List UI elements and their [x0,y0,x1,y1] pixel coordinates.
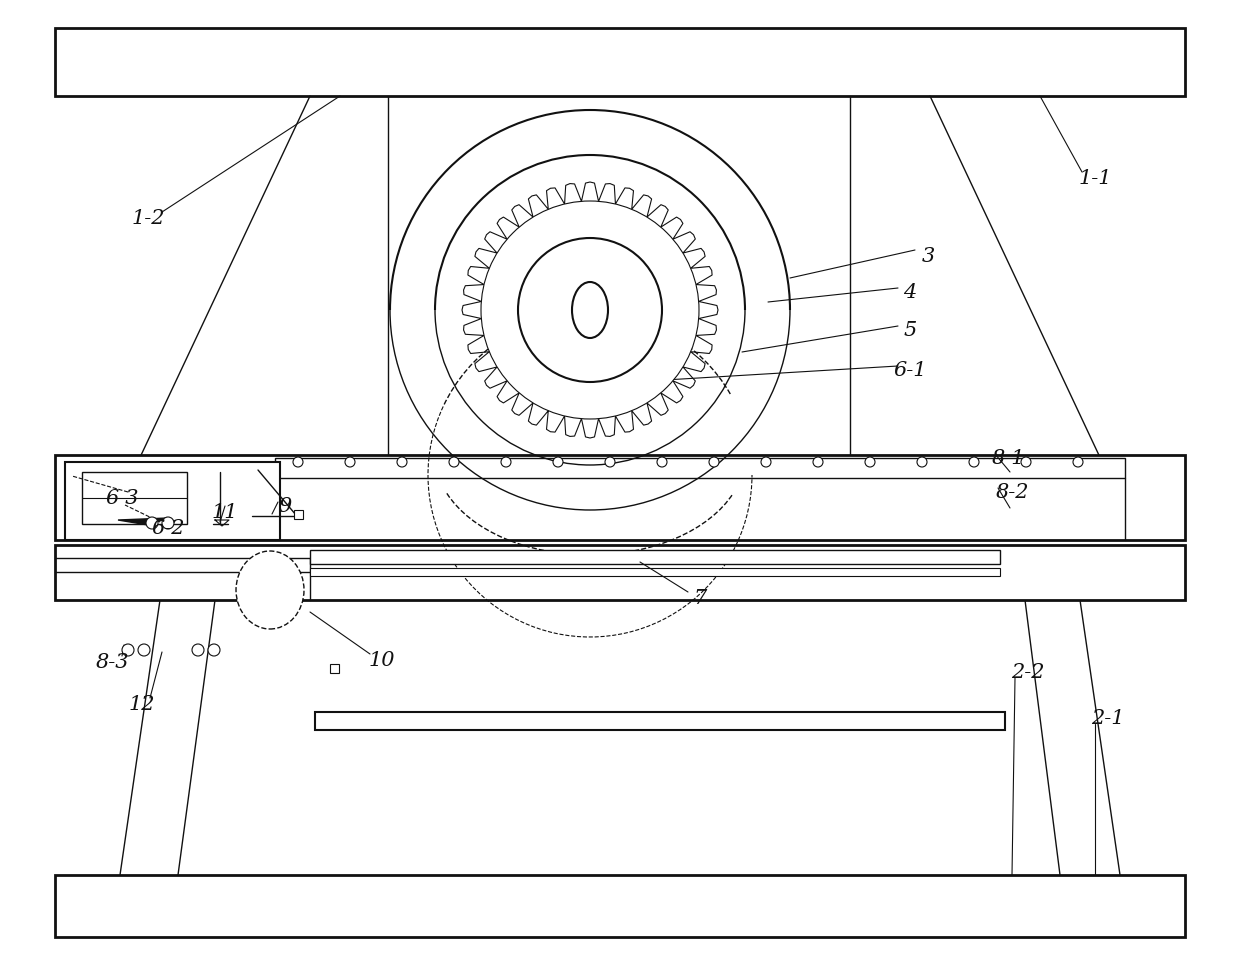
Circle shape [208,644,221,656]
Circle shape [761,457,771,467]
Bar [64,462,280,540]
Circle shape [657,457,667,467]
Bar [310,568,1000,576]
Circle shape [344,457,356,467]
Circle shape [518,238,662,382]
Bar [294,510,304,519]
Bar [55,455,1184,540]
Text: 8-3: 8-3 [95,652,129,671]
Bar [55,545,1184,600]
Circle shape [865,457,875,467]
Text: 7: 7 [694,588,706,608]
Bar [82,472,187,524]
Text: 9: 9 [279,497,291,516]
Circle shape [481,201,699,419]
Text: 4: 4 [903,282,917,301]
Bar [55,28,1184,96]
Circle shape [121,644,134,656]
Circle shape [1021,457,1031,467]
Circle shape [969,457,979,467]
Text: 10: 10 [369,650,395,669]
Text: 5: 5 [903,321,917,339]
Circle shape [146,517,159,529]
Bar [55,875,1184,937]
Text: 2-1: 2-1 [1092,708,1125,727]
Text: 1-2: 1-2 [131,209,165,228]
Circle shape [449,457,458,467]
Text: 6-3: 6-3 [105,489,139,507]
Text: 2-2: 2-2 [1011,663,1044,681]
Text: 6-2: 6-2 [151,519,185,537]
Text: 3: 3 [922,246,934,266]
Bar [330,664,339,673]
Bar [315,712,1005,730]
Text: 1-1: 1-1 [1078,168,1111,187]
Polygon shape [118,518,169,525]
Circle shape [709,457,719,467]
Ellipse shape [235,551,304,629]
Circle shape [813,457,823,467]
Bar [584,281,597,291]
Circle shape [138,644,150,656]
Circle shape [192,644,204,656]
Bar [310,550,1000,564]
Bar [275,458,1125,478]
Circle shape [501,457,510,467]
Circle shape [162,517,173,529]
Circle shape [292,457,304,467]
Text: 12: 12 [129,696,155,715]
Text: 6-1: 6-1 [893,360,927,380]
Circle shape [396,457,406,467]
Circle shape [605,457,615,467]
Text: 11: 11 [212,502,238,522]
Circle shape [553,457,563,467]
Ellipse shape [572,282,608,338]
Circle shape [917,457,927,467]
Text: 8-2: 8-2 [995,482,1028,501]
Circle shape [1073,457,1083,467]
Text: 8-1: 8-1 [991,448,1025,468]
